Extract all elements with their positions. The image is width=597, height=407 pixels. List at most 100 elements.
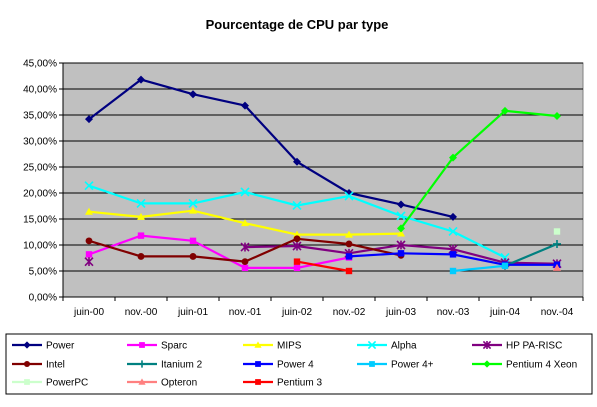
data-point <box>189 90 197 99</box>
data-point <box>241 264 249 272</box>
legend-label: Power 4+ <box>391 360 434 371</box>
data-point <box>396 211 406 221</box>
legend-item: MIPS <box>243 341 302 352</box>
data-point <box>553 239 561 248</box>
data-point <box>189 237 197 245</box>
legend-label: Power <box>46 341 75 352</box>
legend-item: Sparc <box>127 341 187 352</box>
x-tick-label: juin-02 <box>281 307 312 318</box>
legend-label: Opteron <box>161 378 197 389</box>
legend-label: MIPS <box>277 341 302 352</box>
x-tick-label: nov.-03 <box>437 307 470 318</box>
legend-item: Itanium 2 <box>127 360 203 371</box>
legend-item: PowerPC <box>12 378 88 389</box>
x-tick-label: nov.-01 <box>229 307 262 318</box>
data-point <box>85 115 93 124</box>
legend-item: Alpha <box>357 341 417 352</box>
series-line <box>296 260 350 273</box>
data-point <box>241 258 249 266</box>
legend-label: HP PA-RISC <box>506 341 562 352</box>
data-point <box>293 264 301 272</box>
data-point <box>449 251 457 258</box>
data-point <box>501 262 509 269</box>
legend: Power Sparc MIPS Alpha HP PA-RISC Intel Itaniu… <box>5 333 593 395</box>
x-tick-label: nov.-02 <box>333 307 366 318</box>
series-powerpc <box>553 228 561 235</box>
legend-marker <box>138 360 146 368</box>
legend-marker <box>24 379 30 385</box>
legend-label: Pentium 3 <box>277 378 322 389</box>
data-point <box>397 250 405 257</box>
series-alpha <box>84 181 510 263</box>
data-point <box>553 228 561 235</box>
data-point <box>241 101 249 110</box>
legend-item: HP PA-RISC <box>472 341 562 352</box>
data-point <box>85 237 93 245</box>
y-tick-label: 45,00% <box>23 59 57 70</box>
x-tick-label: nov.-04 <box>541 307 574 318</box>
legend-label: Pentium 4 Xeon <box>506 360 577 371</box>
series-line <box>504 242 558 267</box>
legend-marker <box>255 361 261 367</box>
legend-label: Intel <box>46 360 65 371</box>
data-point <box>240 242 250 252</box>
legend-item: Power 4 <box>243 360 314 371</box>
legend-item: Intel <box>12 360 65 371</box>
legend-label: Itanium 2 <box>161 360 203 371</box>
y-tick-label: 40,00% <box>23 85 57 96</box>
data-point <box>397 224 405 233</box>
series-power <box>85 75 457 221</box>
data-point <box>345 267 353 275</box>
legend-marker <box>482 340 492 350</box>
x-tick-label: juin-00 <box>73 307 104 318</box>
x-tick-label: nov.-00 <box>125 307 158 318</box>
legend-item: Opteron <box>127 378 197 389</box>
data-point <box>84 257 94 267</box>
data-point <box>344 191 354 201</box>
legend-marker <box>369 361 375 367</box>
legend-item: Power <box>12 341 75 352</box>
series-intel <box>85 235 405 266</box>
data-point <box>85 207 93 215</box>
data-point <box>553 263 561 271</box>
series-line <box>400 109 558 230</box>
data-point <box>85 251 93 258</box>
data-point <box>241 219 249 227</box>
data-point <box>137 232 145 239</box>
legend-label: Power 4 <box>277 360 314 371</box>
series-pentium-4-xeon <box>397 106 561 233</box>
x-tick-label: juin-04 <box>489 307 520 318</box>
series-line <box>452 264 506 273</box>
data-point <box>293 235 301 243</box>
legend-marker <box>483 360 491 368</box>
plot-area: 0,00% 5,00% 10,00% 15,00% 20,00% 25,00% 30,00%… <box>23 59 584 318</box>
data-point <box>293 157 301 166</box>
data-point <box>136 198 146 208</box>
data-point <box>189 253 197 260</box>
data-point <box>345 240 353 248</box>
legend-marker <box>23 341 31 349</box>
y-tick-label: 0,00% <box>29 293 57 304</box>
y-tick-label: 10,00% <box>23 241 57 252</box>
data-point <box>449 267 457 275</box>
legend-marker <box>254 341 262 348</box>
data-point <box>449 153 457 162</box>
y-tick-label: 5,00% <box>29 267 57 278</box>
series-line <box>88 234 350 269</box>
series-power-4 <box>449 262 509 275</box>
legend-marker <box>139 342 145 348</box>
plot-background <box>62 62 584 298</box>
data-point <box>396 240 406 250</box>
data-point <box>137 75 145 84</box>
legend-label: PowerPC <box>46 378 88 389</box>
x-tick-label: juin-01 <box>177 307 208 318</box>
legend-label: Sparc <box>161 341 187 352</box>
legend-item: Pentium 4 Xeon <box>472 360 577 371</box>
legend-item: Pentium 3 <box>243 378 322 389</box>
x-tick-label: juin-03 <box>385 307 416 318</box>
legend-marker <box>255 379 261 385</box>
y-tick-label: 35,00% <box>23 111 57 122</box>
chart-title: Pourcentage de CPU par type <box>206 17 389 32</box>
data-point <box>84 181 94 191</box>
